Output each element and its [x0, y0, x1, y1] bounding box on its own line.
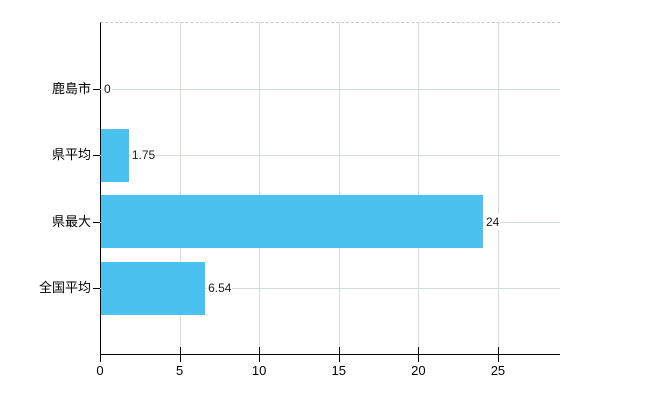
category-label: 全国平均 — [38, 280, 91, 296]
x-axis-tick — [418, 347, 420, 362]
x-axis-tick — [100, 347, 101, 362]
category-label: 県平均 — [51, 147, 91, 163]
row-gridline — [100, 288, 560, 290]
y-axis-tick — [93, 221, 100, 223]
value-label: 24 — [485, 213, 501, 230]
y-axis-tick — [93, 288, 100, 290]
x-tick-label: 25 — [490, 363, 506, 378]
x-gridline — [179, 22, 181, 355]
category-label: 県最大 — [51, 213, 91, 229]
value-label: 1.75 — [130, 147, 157, 164]
x-axis-tick — [259, 347, 261, 362]
bar — [101, 128, 129, 182]
row-gridline — [100, 88, 560, 90]
y-axis-tick — [93, 88, 100, 90]
x-axis-tick — [338, 347, 340, 362]
bar — [101, 195, 483, 249]
value-label: 6.54 — [207, 280, 233, 297]
row-gridline — [100, 155, 560, 157]
x-gridline — [418, 22, 420, 355]
value-label: 0 — [103, 80, 112, 97]
category-label: 鹿島市 — [51, 80, 91, 96]
y-axis-tick — [93, 155, 100, 157]
x-tick-label: 20 — [411, 363, 426, 378]
bar — [101, 261, 206, 315]
x-tick-label: 0 — [96, 363, 104, 378]
x-axis-tick — [179, 347, 181, 362]
x-tick-label: 15 — [331, 363, 346, 378]
plot-area — [100, 22, 560, 355]
x-gridline — [497, 22, 499, 355]
x-tick-label: 5 — [175, 363, 184, 378]
x-tick-label: 10 — [251, 363, 267, 378]
x-axis-tick — [497, 347, 499, 362]
x-gridline — [338, 22, 340, 355]
x-gridline — [259, 22, 261, 355]
